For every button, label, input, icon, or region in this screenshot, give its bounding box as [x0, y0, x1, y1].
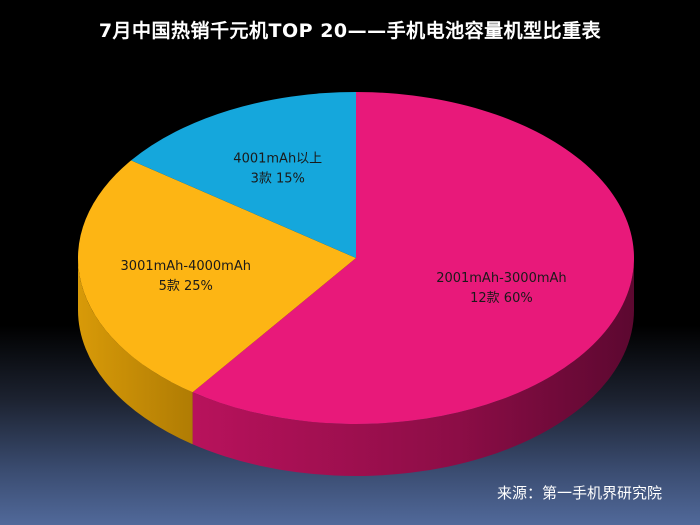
chart-title: 7月中国热销千元机TOP 20——手机电池容量机型比重表	[98, 20, 602, 42]
pie-side-2	[77, 258, 193, 445]
slice-value-label-1: 12款 60%	[470, 291, 533, 306]
pie-slice-3	[131, 92, 356, 258]
slice-label-2: 3001mAh-4000mAh	[121, 259, 251, 274]
pie-slice-1	[192, 92, 634, 424]
pie-slice-2	[77, 160, 356, 393]
slice-value-label-2: 5款 25%	[159, 279, 213, 294]
source-note: 来源：第一手机界研究院	[496, 484, 662, 502]
pie-side-1	[192, 258, 634, 476]
slice-label-1: 2001mAh-3000mAh	[436, 271, 566, 286]
slice-value-label-3: 3款 15%	[251, 171, 305, 186]
slice-label-3: 4001mAh以上	[233, 151, 322, 166]
